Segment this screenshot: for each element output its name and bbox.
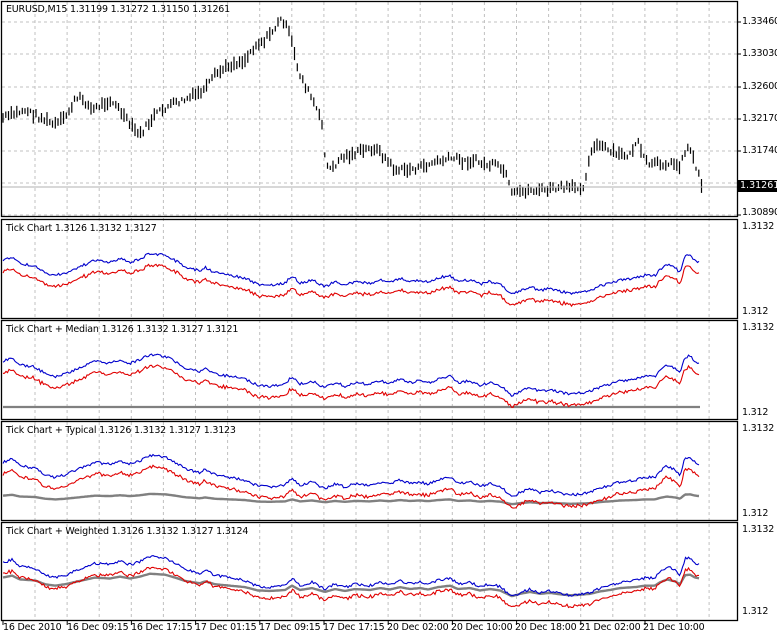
panel-4-title: Tick Chart + Weighted 1.3126 1.3132 1.31… xyxy=(6,526,249,537)
time-label: 20 Dec 18:00 xyxy=(515,622,577,633)
ask-line xyxy=(2,453,700,497)
price-label: 1.33460 xyxy=(742,16,777,27)
ask-line xyxy=(2,252,700,295)
panel-4-axis-bottom: 1.312 xyxy=(742,606,769,617)
time-label: 21 Dec 02:00 xyxy=(579,622,641,633)
bid-line xyxy=(2,566,699,609)
panel-2-axis-top: 1.3132 xyxy=(742,322,775,333)
panel-1-title: Tick Chart 1.3126 1.3132 1.3127 xyxy=(6,223,157,234)
main-chart-frame xyxy=(0,0,739,218)
panel-2-frame xyxy=(0,319,739,421)
time-label: 21 Dec 10:00 xyxy=(643,622,705,633)
panel-3-title: Tick Chart + Typical 1.3126 1.3132 1.312… xyxy=(6,425,236,436)
ask-line xyxy=(2,353,700,397)
time-label: 20 Dec 02:00 xyxy=(387,622,449,633)
price-label: 1.33030 xyxy=(742,48,777,59)
bid-line xyxy=(2,364,700,408)
panel-3-frame xyxy=(0,420,739,522)
time-label: 16 Dec 09:15 xyxy=(67,622,129,633)
time-label: 17 Dec 17:15 xyxy=(323,622,385,633)
panel-3-axis-top: 1.3132 xyxy=(742,423,775,434)
panel-4-axis-top: 1.3132 xyxy=(742,524,775,535)
main-chart-title: EURUSD,M15 1.31199 1.31272 1.31150 1.312… xyxy=(6,4,230,15)
panel-2-title: Tick Chart + Median 1.3126 1.3132 1.3127… xyxy=(6,324,239,335)
price-label: 1.32600 xyxy=(742,81,777,92)
ask-line xyxy=(2,555,700,597)
price-bars xyxy=(2,16,703,199)
panel-4-frame xyxy=(0,521,739,622)
current-price-tag: 1.31261 xyxy=(738,180,777,192)
panel-1-frame xyxy=(0,218,739,320)
time-label: 16 Dec 2010 xyxy=(3,622,62,633)
time-label: 17 Dec 09:15 xyxy=(259,622,321,633)
time-label: 20 Dec 10:00 xyxy=(451,622,513,633)
price-label: 1.30890 xyxy=(742,207,777,218)
bid-line xyxy=(2,464,700,509)
price-label: 1.32170 xyxy=(742,113,777,124)
panel-1-axis-top: 1.3132 xyxy=(742,221,775,232)
panel-1-axis-bottom: 1.312 xyxy=(742,306,769,317)
time-label: 17 Dec 01:15 xyxy=(195,622,257,633)
typical-line xyxy=(2,492,700,506)
weighted-line xyxy=(2,572,700,598)
price-label: 1.31740 xyxy=(742,145,777,156)
panel-2-axis-bottom: 1.312 xyxy=(742,407,769,418)
panel-3-axis-bottom: 1.312 xyxy=(742,508,769,519)
bid-line xyxy=(2,263,700,308)
time-label: 16 Dec 17:15 xyxy=(131,622,193,633)
